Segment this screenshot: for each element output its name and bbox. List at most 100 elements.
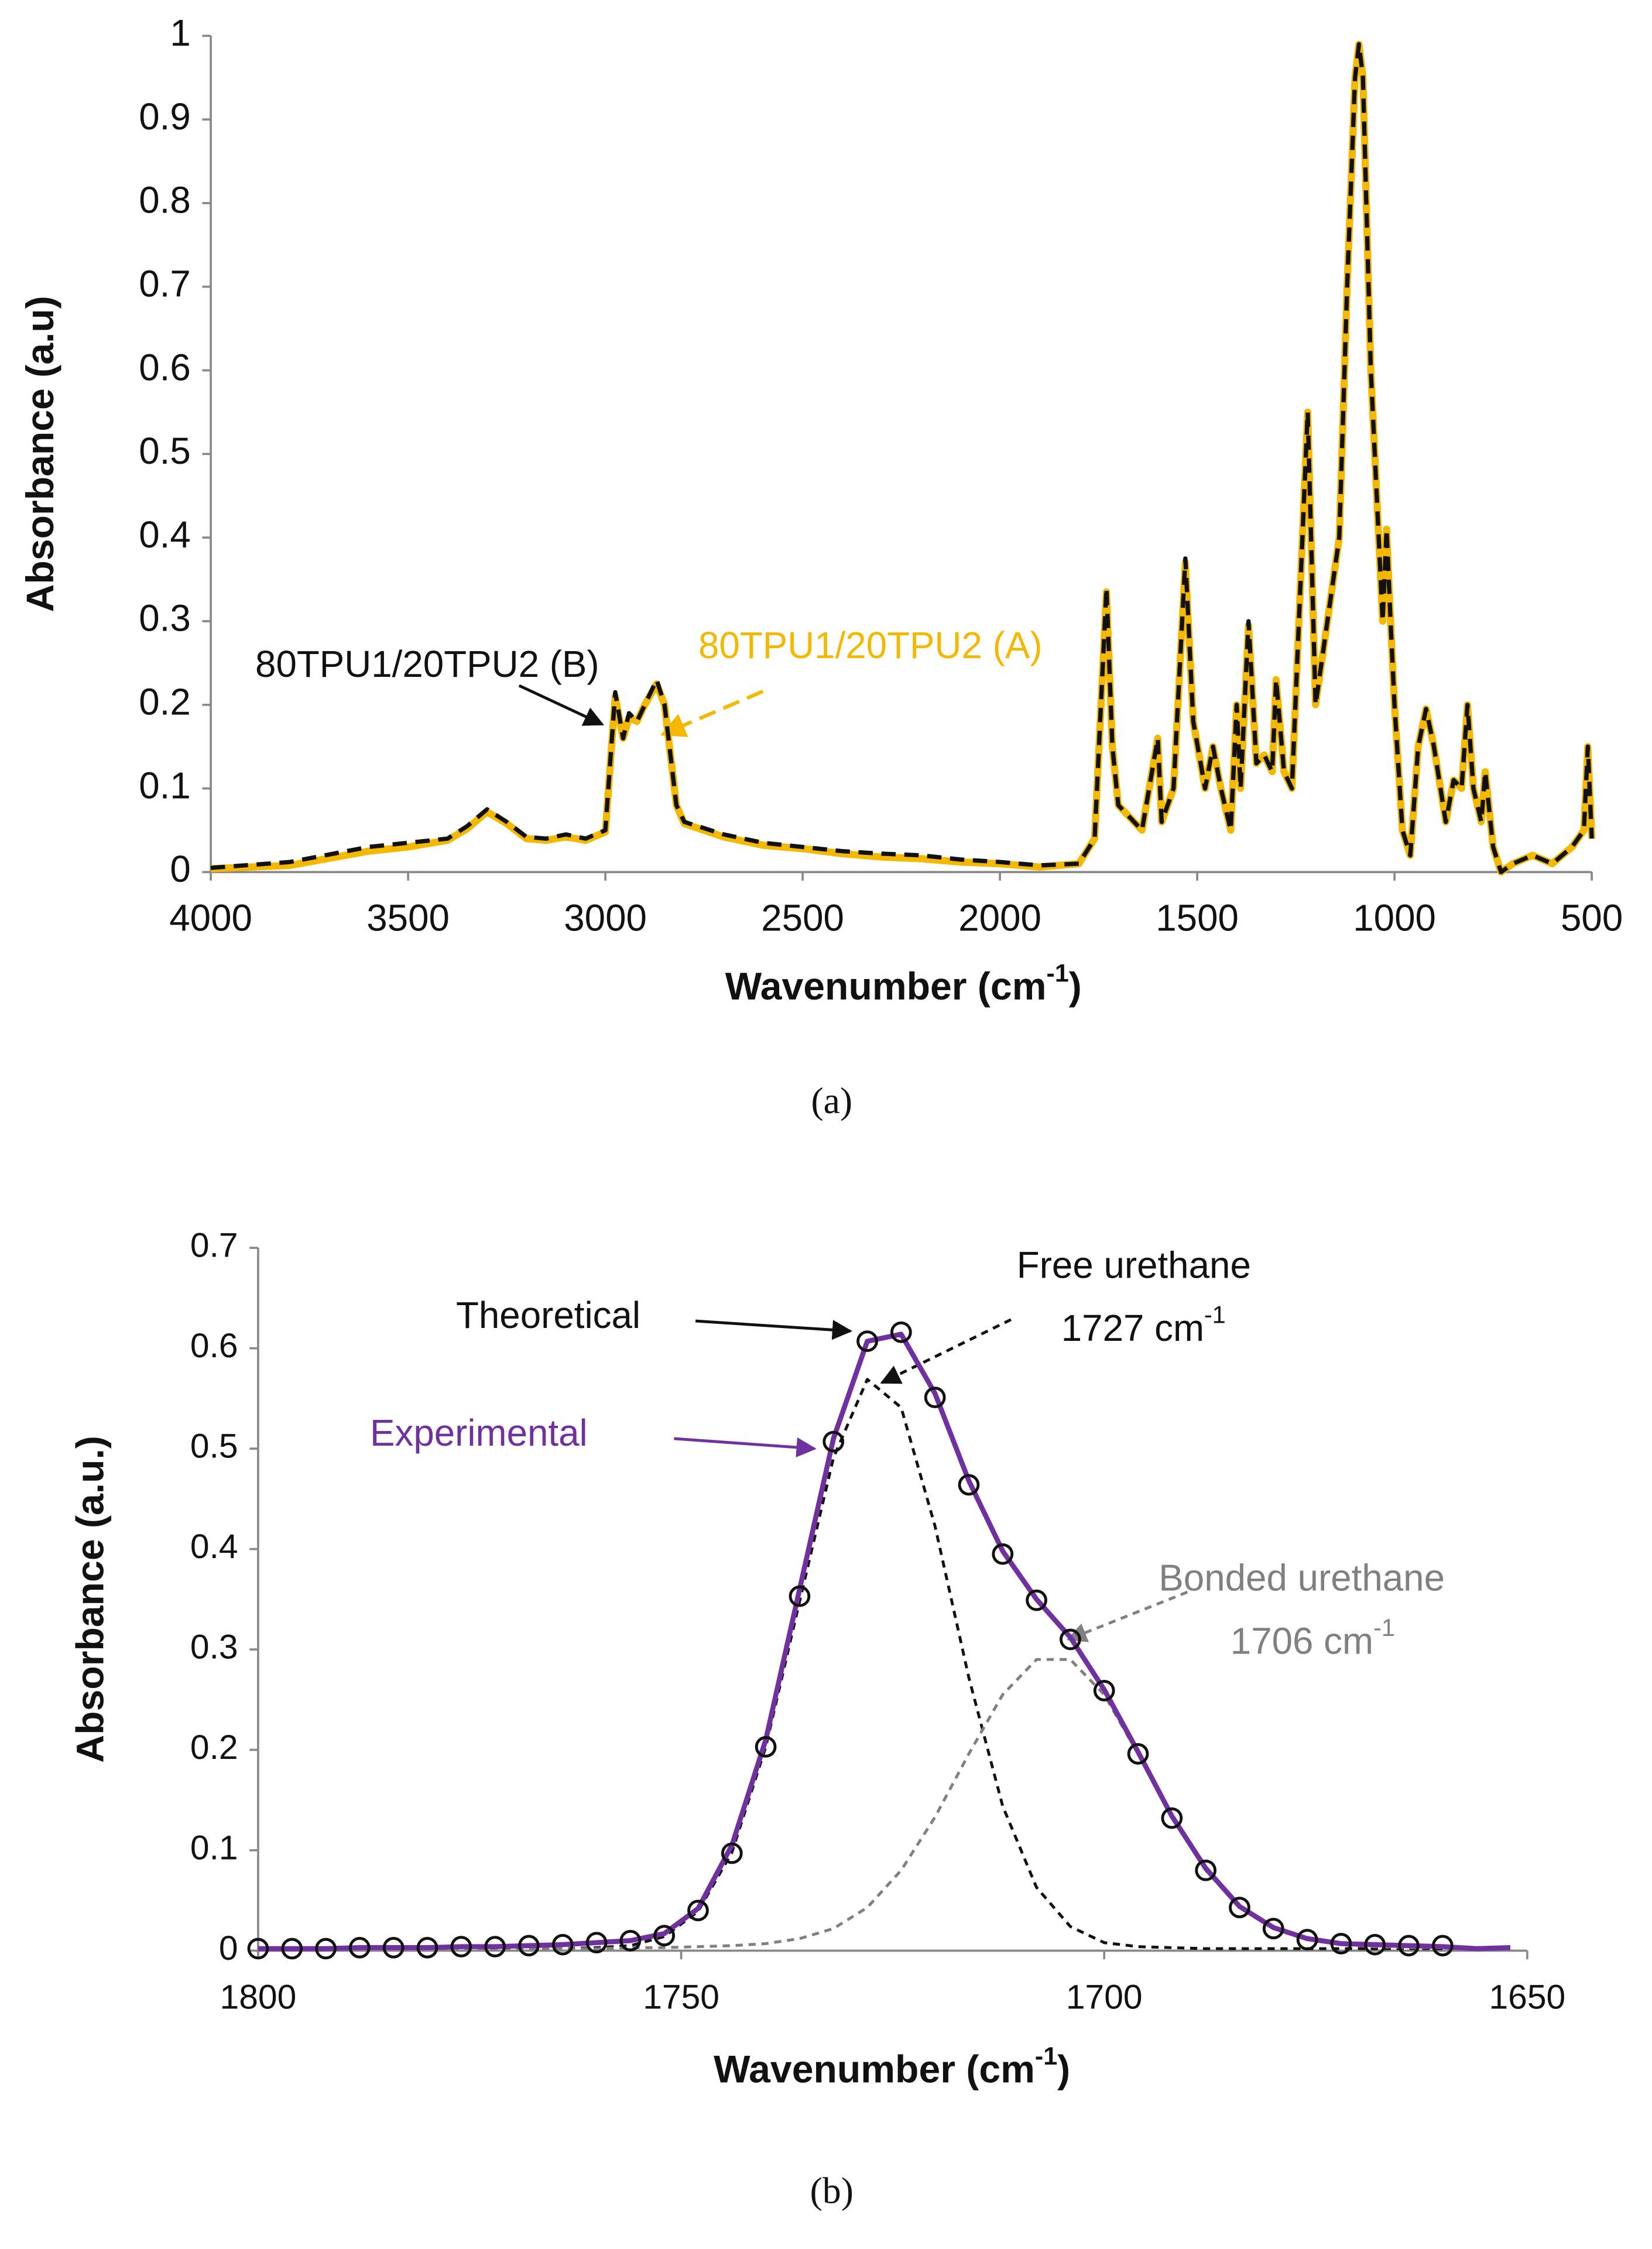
arrow: [1066, 1590, 1188, 1642]
y-tick-label: 0.3: [190, 1628, 238, 1666]
data-point: [585, 1932, 608, 1954]
y-tick-label: 0.4: [139, 514, 191, 556]
series-label: 80TPU1/20TPU2 (A): [698, 625, 1043, 666]
y-tick-label: 0.2: [139, 682, 191, 723]
annotation-text: 1706 cm: [1231, 1620, 1373, 1662]
data-point: [1330, 1933, 1352, 1954]
y-tick-label: 1: [170, 12, 190, 54]
series-label: Bonded urethane: [1159, 1557, 1445, 1598]
data-point: [1195, 1859, 1217, 1881]
data-point: [416, 1936, 438, 1959]
y-tick-label: 0.1: [139, 765, 191, 806]
y-tick-label: 0.6: [190, 1327, 238, 1365]
caption: (a): [811, 1080, 852, 1121]
x-tick-label: 1700: [1066, 1978, 1143, 2016]
data-point: [1431, 1935, 1454, 1957]
data-point: [653, 1925, 676, 1947]
x-tick-label: 1000: [1353, 897, 1436, 939]
data-point: [484, 1936, 506, 1957]
data-point: [1398, 1935, 1420, 1957]
data-point: [755, 1736, 777, 1758]
series-label: Free urethane: [1017, 1244, 1251, 1286]
x-axis-title: Wavenumber (cm-1): [714, 2043, 1070, 2092]
y-tick-label: 0.5: [190, 1428, 238, 1466]
y-tick-label: 0.4: [190, 1528, 238, 1566]
annotation: 1706 cm-1: [1231, 1614, 1395, 1662]
data-point: [1262, 1918, 1284, 1940]
y-tick-label: 0.1: [190, 1829, 238, 1867]
line: [210, 40, 1596, 876]
x-axis-title-end: ): [1069, 966, 1082, 1009]
annotation-superscript: -1: [1373, 1614, 1395, 1641]
series-label: 80TPU1/20TPU2 (B): [255, 643, 599, 685]
data-point: [958, 1474, 980, 1496]
y-tick-label: 0.8: [139, 180, 191, 221]
x-tick-label: 4000: [169, 897, 252, 939]
y-tick-label: 0.3: [139, 598, 191, 639]
x-tick-label: 1500: [1156, 897, 1239, 939]
x-axis-title-text: Wavenumber (cm: [725, 966, 1047, 1009]
data-point: [789, 1585, 811, 1607]
data-point: [1060, 1628, 1081, 1651]
y-tick-label: 0.9: [139, 96, 191, 138]
arrow: [880, 1318, 1012, 1384]
annotation-superscript: -1: [1204, 1302, 1226, 1329]
dashed-line: [210, 42, 1594, 875]
dashed-line: [258, 1658, 1443, 1950]
data-point: [1364, 1933, 1386, 1956]
data-point: [1229, 1897, 1250, 1919]
series-label: Experimental: [370, 1412, 588, 1454]
data-point: [924, 1387, 946, 1409]
data-point: [1161, 1807, 1183, 1829]
y-tick-label: 0.5: [139, 430, 191, 472]
arrow: [674, 1437, 817, 1458]
data-point: [721, 1842, 743, 1864]
data-point: [1127, 1743, 1149, 1765]
x-tick-label: 3000: [564, 897, 647, 939]
data-point: [551, 1933, 574, 1956]
x-axis-title-superscript: -1: [1035, 2043, 1057, 2071]
y-axis-title: Absorbance (a.u.): [69, 1436, 112, 1762]
y-tick-label: 0.7: [139, 263, 191, 305]
x-tick-label: 3500: [366, 897, 450, 939]
data-point: [281, 1938, 303, 1960]
data-point: [856, 1330, 878, 1353]
y-tick-label: 0: [219, 1929, 238, 1967]
data-point: [382, 1936, 405, 1959]
arrow: [518, 684, 604, 726]
data-point: [1093, 1679, 1115, 1702]
data-point: [349, 1936, 371, 1959]
annotation: 1727 cm-1: [1061, 1302, 1226, 1349]
x-axis-title: Wavenumber (cm-1): [725, 960, 1082, 1009]
x-tick-label: 1650: [1489, 1978, 1565, 2016]
dashed-line: [258, 1378, 1443, 1950]
x-tick-label: 2000: [958, 897, 1041, 939]
annotation-text: 1727 cm: [1061, 1307, 1204, 1349]
x-tick-label: 500: [1561, 897, 1623, 939]
data-point: [822, 1430, 845, 1453]
y-axis-title: Absorbance (a.u): [19, 296, 62, 612]
x-tick-label: 2500: [761, 897, 844, 939]
caption: (b): [810, 2170, 854, 2212]
x-tick-label: 1750: [643, 1978, 719, 2016]
data-point: [992, 1543, 1014, 1565]
data-point: [518, 1935, 540, 1957]
series-label: Theoretical: [456, 1295, 640, 1336]
x-tick-label: 1800: [220, 1978, 297, 2016]
arrow: [660, 689, 764, 737]
data-point: [1296, 1929, 1318, 1950]
data-point: [890, 1321, 912, 1343]
arrow: [695, 1319, 853, 1340]
y-tick-label: 0: [170, 848, 190, 890]
data-point: [1026, 1589, 1047, 1611]
data-point: [315, 1938, 337, 1960]
y-tick-label: 0.7: [190, 1227, 238, 1265]
data-point: [687, 1899, 709, 1922]
line: [258, 1331, 1511, 1952]
data-point: [619, 1929, 642, 1952]
x-axis-title-text: Wavenumber (cm: [714, 2048, 1035, 2091]
y-tick-label: 0.2: [190, 1728, 238, 1767]
x-axis-title-superscript: -1: [1047, 960, 1069, 988]
data-point: [450, 1936, 472, 1957]
